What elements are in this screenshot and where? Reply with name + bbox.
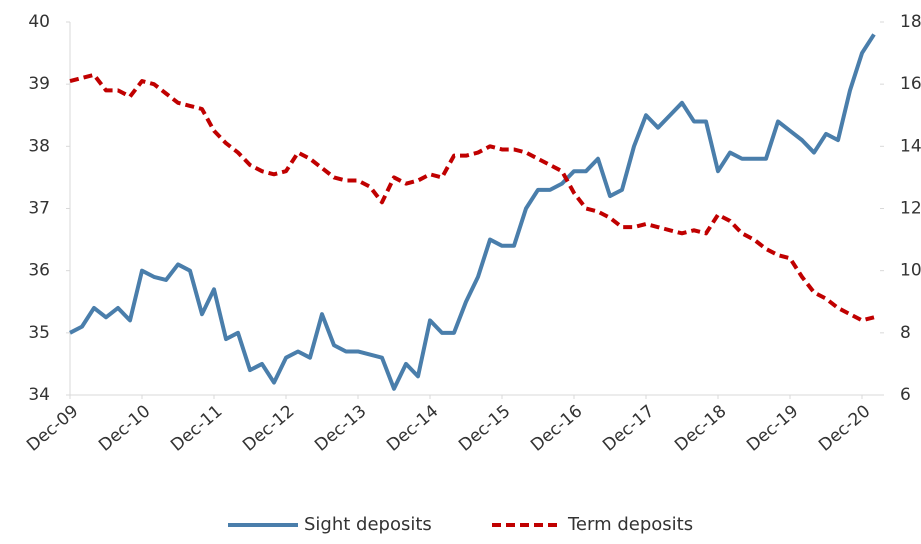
x-tick-label: Dec-09 (23, 401, 82, 455)
y-tick-label: 39 (28, 74, 50, 94)
y2-tick-label: 8 (900, 323, 911, 343)
y-tick-label: 40 (28, 12, 50, 32)
y-tick-label: 38 (28, 136, 50, 156)
legend-label: Term deposits (567, 514, 693, 535)
y-tick-label: 34 (28, 385, 50, 405)
y-tick-label: 36 (28, 261, 50, 281)
x-tick-label: Dec-12 (239, 401, 298, 455)
y2-tick-label: 6 (900, 385, 911, 405)
x-tick-label: Dec-10 (95, 401, 154, 455)
series-line (69, 72, 875, 323)
x-tick-label: Dec-11 (167, 401, 226, 455)
legend-label: Sight deposits (304, 514, 432, 535)
y-tick-label: 35 (28, 323, 50, 343)
x-tick-label: Dec-19 (743, 401, 802, 455)
y2-tick-label: 14 (900, 136, 921, 156)
x-tick-label: Dec-20 (815, 401, 874, 455)
x-tick-label: Dec-17 (599, 401, 658, 455)
y-tick-label: 37 (28, 199, 50, 219)
y2-tick-label: 10 (900, 261, 921, 281)
x-tick-label: Dec-14 (383, 401, 442, 455)
x-tick-label: Dec-13 (311, 401, 370, 455)
x-tick-label: Dec-15 (455, 401, 514, 455)
y2-tick-label: 16 (900, 74, 921, 94)
y2-tick-label: 12 (900, 199, 921, 219)
x-tick-label: Dec-16 (527, 401, 586, 455)
series-line (69, 33, 876, 391)
y2-tick-label: 18 (900, 12, 921, 32)
x-tick-label: Dec-18 (671, 401, 730, 455)
